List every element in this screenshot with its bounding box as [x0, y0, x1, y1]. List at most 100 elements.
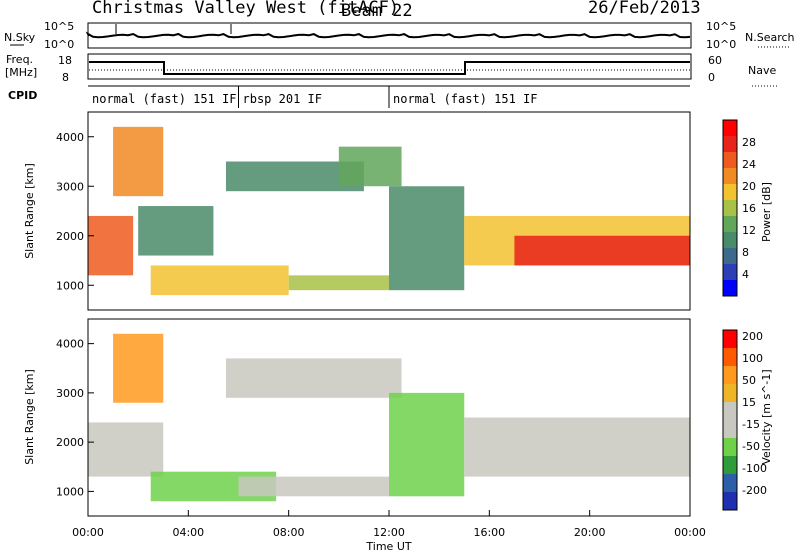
- colorbar-step: [723, 348, 737, 366]
- colorbar-tick-label: -100: [742, 462, 767, 475]
- power-heatmap: [88, 126, 690, 296]
- freq-label: Freq.: [6, 53, 33, 66]
- colorbar-step: [723, 330, 737, 348]
- colorbar-step: [723, 402, 737, 420]
- nave-label: Nave: [748, 64, 776, 77]
- velocity-colorbar-label: Velocity [m s^-1]: [760, 369, 773, 464]
- freq-trace: [89, 61, 690, 75]
- colorbar-tick-label: 24: [742, 158, 756, 171]
- heatmap-region: [514, 235, 690, 266]
- freq-tick-top: 18: [58, 54, 72, 67]
- colorbar-step: [723, 420, 737, 438]
- cpid-segment-label: normal (fast) 151 IF: [393, 92, 538, 106]
- colorbar-step: [723, 168, 737, 184]
- station-title: Christmas Valley West (fitACF): [92, 0, 399, 18]
- heatmap-region: [138, 206, 214, 256]
- nsky-tick-bottom: 10^0: [44, 38, 74, 51]
- colorbar-step: [723, 492, 737, 510]
- cpid-segments: normal (fast) 151 IF rbsp 201 IF normal (f…: [92, 86, 538, 108]
- colorbar-step: [723, 216, 737, 232]
- power-ylabel: Slant Range [km]: [23, 163, 36, 259]
- xaxis-label: Time UT: [365, 540, 411, 553]
- colorbar-step: [723, 120, 737, 136]
- y-tick-label: 1000: [56, 279, 84, 292]
- colorbar-step: [723, 200, 737, 216]
- nsearch-label: N.Search: [745, 31, 795, 44]
- power-y-ticks: 1000 2000 3000 4000: [56, 131, 94, 292]
- velocity-y-ticks: 1000 2000 3000 4000: [56, 338, 94, 498]
- cpid-segment-label: normal (fast) 151 IF: [92, 92, 237, 106]
- colorbar-step: [723, 280, 737, 296]
- colorbar-tick-label: 50: [742, 374, 756, 387]
- colorbar-step: [723, 456, 737, 474]
- colorbar-tick-label: 16: [742, 202, 756, 215]
- colorbar-tick-label: 12: [742, 224, 756, 237]
- colorbar-tick-label: 8: [742, 246, 749, 259]
- colorbar-tick-label: 100: [742, 352, 763, 365]
- velocity-ylabel: Slant Range [km]: [23, 369, 36, 465]
- colorbar-step: [723, 152, 737, 168]
- colorbar-step: [723, 366, 737, 384]
- heatmap-region: [88, 422, 164, 477]
- x-tick-label: 20:00: [574, 526, 606, 539]
- colorbar-step: [723, 184, 737, 200]
- y-tick-label: 2000: [56, 436, 84, 449]
- nave-tick-top: 60: [708, 54, 722, 67]
- power-colorbar: 4 8 12 16 20 24 28: [722, 119, 756, 297]
- heatmap-region: [389, 186, 465, 291]
- nsky-label: N.Sky: [4, 31, 36, 44]
- nave-tick-bottom: 0: [708, 71, 715, 84]
- colorbar-step: [723, 264, 737, 280]
- colorbar-step: [723, 248, 737, 264]
- power-panel-frame: [87, 111, 691, 311]
- x-tick-label: 00:00: [72, 526, 104, 539]
- freq-unit: [MHz]: [5, 66, 37, 79]
- colorbar-step: [723, 384, 737, 402]
- freq-strip-frame: [87, 53, 692, 80]
- x-axis-ticks: 00:00 04:00 08:00 12:00 16:00 20:00 00:00: [72, 510, 706, 539]
- x-tick-label: 04:00: [172, 526, 204, 539]
- heatmap-region: [88, 215, 134, 276]
- colorbar-tick-label: -15: [742, 418, 760, 431]
- power-colorbar-label: Power [dB]: [760, 182, 773, 242]
- heatmap-region: [288, 275, 389, 291]
- colorbar-tick-label: 20: [742, 180, 756, 193]
- heatmap-region: [113, 333, 164, 403]
- colorbar-step: [723, 136, 737, 152]
- colorbar-tick-label: -200: [742, 484, 767, 497]
- colorbar-tick-label: 200: [742, 330, 763, 343]
- colorbar-tick-label: 4: [742, 268, 749, 281]
- heatmap-region: [338, 146, 402, 187]
- x-tick-label: 16:00: [473, 526, 505, 539]
- beam-label: Beam 22: [341, 1, 413, 21]
- x-tick-label: 12:00: [373, 526, 405, 539]
- heatmap-region: [238, 476, 389, 497]
- nsky-trace: [85, 31, 691, 39]
- cpid-segment-label: rbsp 201 IF: [243, 92, 322, 106]
- heatmap-region: [113, 126, 164, 197]
- heatmap-region: [225, 358, 402, 398]
- y-tick-label: 3000: [56, 180, 84, 193]
- x-tick-label: 08:00: [273, 526, 305, 539]
- colorbar-tick-label: 15: [742, 396, 756, 409]
- nsky-tick-top: 10^5: [44, 20, 74, 33]
- colorbar-tick-label: -50: [742, 440, 760, 453]
- freq-tick-bottom: 8: [62, 71, 69, 84]
- cpid-label: CPID: [8, 89, 37, 102]
- colorbar-step: [723, 232, 737, 248]
- heatmap-region: [389, 392, 465, 497]
- velocity-colorbar: 200 100 50 15 -15 -50 -100 -200: [722, 329, 767, 511]
- nsearch-tick-bottom: 10^0: [706, 38, 736, 51]
- y-tick-label: 3000: [56, 387, 84, 400]
- colorbar-step: [723, 474, 737, 492]
- y-tick-label: 2000: [56, 230, 84, 243]
- y-tick-label: 1000: [56, 485, 84, 498]
- x-tick-label: 00:00: [674, 526, 706, 539]
- colorbar-frame: [722, 119, 738, 297]
- heatmap-region: [464, 417, 690, 477]
- heatmap-region: [150, 265, 289, 296]
- nsearch-tick-top: 10^5: [706, 20, 736, 33]
- date-label: 26/Feb/2013: [588, 0, 701, 18]
- y-tick-label: 4000: [56, 131, 84, 144]
